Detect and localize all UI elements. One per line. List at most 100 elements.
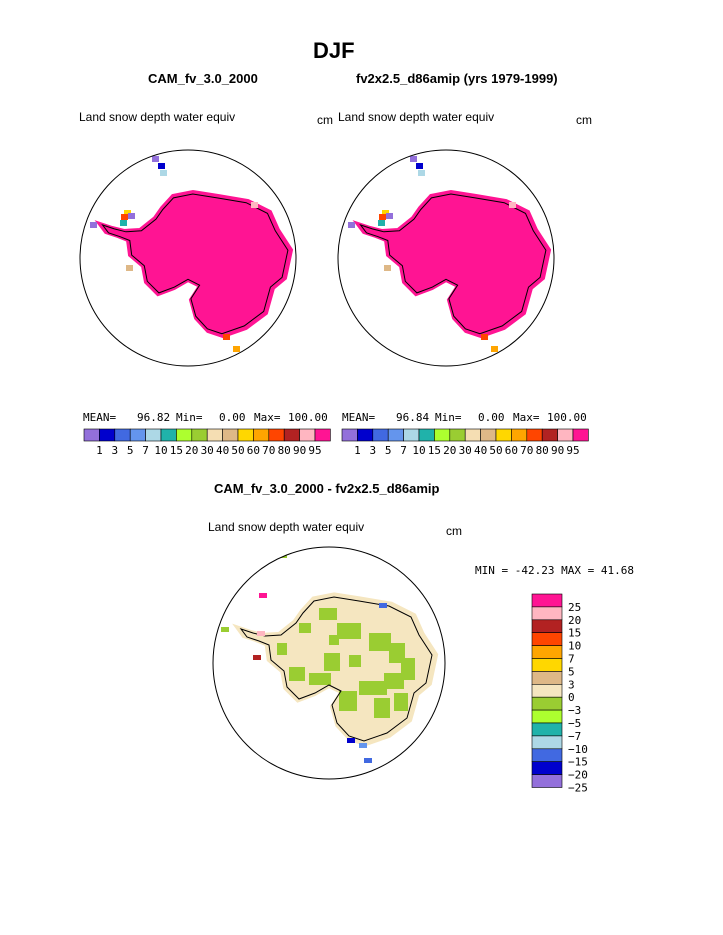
colorbar-box bbox=[268, 428, 285, 442]
colorbar-tick-label: 90 bbox=[551, 444, 564, 457]
colorbar-box bbox=[449, 428, 466, 442]
colorbar-tick-label: 10 bbox=[568, 640, 581, 653]
colorbar-box bbox=[531, 606, 563, 621]
right-min-value: 0.00 bbox=[478, 411, 505, 424]
grid-cell bbox=[339, 691, 357, 711]
left-max-label: Max= bbox=[254, 411, 281, 424]
colorbar-tick-label: 40 bbox=[216, 444, 229, 457]
colorbar-box bbox=[176, 428, 193, 442]
grid-cell bbox=[160, 170, 167, 176]
grid-cell bbox=[394, 693, 408, 711]
colorbar-box bbox=[531, 774, 563, 788]
colorbar-tick-label: 10 bbox=[154, 444, 167, 457]
grid-cell bbox=[418, 170, 425, 176]
antarctica-coastline bbox=[239, 596, 433, 742]
grid-cell bbox=[152, 156, 159, 162]
colorbar-tick-label: 80 bbox=[278, 444, 291, 457]
map-clip-group bbox=[348, 156, 552, 352]
grid-cell bbox=[349, 655, 361, 667]
colorbar-tick-label: 90 bbox=[293, 444, 306, 457]
left-map bbox=[79, 149, 297, 367]
grid-cell bbox=[128, 213, 135, 219]
left-units-label: cm bbox=[317, 113, 333, 127]
grid-cell bbox=[374, 698, 390, 718]
colorbar-box bbox=[83, 428, 100, 442]
grid-cell bbox=[401, 658, 415, 680]
colorbar-box bbox=[129, 428, 146, 442]
grid-cell bbox=[319, 608, 337, 620]
colorbar-tick-label: −7 bbox=[568, 730, 581, 743]
grid-cell bbox=[131, 238, 138, 244]
grid-cell bbox=[277, 643, 287, 655]
colorbar-box bbox=[253, 428, 270, 442]
grid-cell bbox=[378, 220, 385, 226]
map-clip-group bbox=[90, 156, 294, 352]
right-field-label: Land snow depth water equiv bbox=[338, 110, 495, 124]
colorbar-box bbox=[206, 428, 223, 442]
grid-cell bbox=[324, 653, 340, 671]
map-clip-group bbox=[221, 553, 439, 763]
colorbar-tick-label: 50 bbox=[231, 444, 244, 457]
right-units-label: cm bbox=[576, 113, 592, 127]
colorbar-tick-label: 95 bbox=[308, 444, 321, 457]
colorbar-box bbox=[314, 428, 331, 442]
colorbar-tick-label: 60 bbox=[247, 444, 260, 457]
colorbar-tick-label: −20 bbox=[568, 769, 588, 782]
right-min-label: Min= bbox=[435, 411, 462, 424]
colorbar-box bbox=[387, 428, 404, 442]
colorbar-tick-label: 5 bbox=[385, 444, 392, 457]
diff-units-label: cm bbox=[446, 524, 462, 538]
colorbar-box bbox=[372, 428, 389, 442]
grid-cell bbox=[251, 202, 258, 208]
colorbar-tick-label: 30 bbox=[201, 444, 214, 457]
right-mean-value: 96.84 bbox=[396, 411, 430, 424]
diff-map bbox=[212, 546, 446, 780]
colorbar-tick-label: 15 bbox=[568, 627, 581, 640]
grid-cell bbox=[121, 214, 128, 220]
colorbar-box bbox=[531, 761, 563, 775]
colorbar-box bbox=[531, 632, 563, 646]
grid-cell bbox=[379, 214, 386, 220]
colorbar-tick-label: 20 bbox=[568, 614, 581, 627]
colorbar-box bbox=[357, 428, 374, 442]
colorbar-tick-label: 5 bbox=[127, 444, 134, 457]
map-boundary-circle bbox=[212, 546, 446, 780]
colorbar-box bbox=[114, 428, 131, 442]
colorbar-tick-label: 0 bbox=[568, 691, 575, 704]
grid-cell bbox=[384, 265, 391, 271]
colorbar-box bbox=[541, 428, 558, 442]
colorbar-tick-label: 1 bbox=[96, 444, 103, 457]
colorbar-box bbox=[531, 735, 563, 750]
colorbar-tick-label: −3 bbox=[568, 704, 581, 717]
colorbar-box bbox=[511, 428, 528, 442]
grid-cell bbox=[299, 623, 311, 633]
main-title: DJF bbox=[313, 38, 355, 63]
grid-cell bbox=[221, 627, 229, 632]
right-colorbar: 1 3 5 7 10 15 20 30 40 50 60 70 80 90 95 bbox=[341, 428, 589, 457]
colorbar-tick-label: −15 bbox=[568, 756, 588, 769]
grid-cell bbox=[329, 635, 339, 645]
colorbar-tick-label: 30 bbox=[459, 444, 472, 457]
colorbar-box bbox=[531, 671, 563, 685]
grid-cell bbox=[410, 156, 417, 162]
colorbar-tick-label: 1 bbox=[354, 444, 361, 457]
left-max-value: 100.00 bbox=[288, 411, 328, 424]
colorbar-tick-label: 70 bbox=[520, 444, 533, 457]
right-map bbox=[337, 149, 555, 367]
left-panel-title: CAM_fv_3.0_2000 bbox=[148, 71, 258, 86]
grid-cell bbox=[481, 334, 488, 340]
colorbar-tick-label: 3 bbox=[568, 678, 575, 691]
grid-cell bbox=[389, 238, 396, 244]
colorbar-tick-label: 70 bbox=[262, 444, 275, 457]
colorbar-box bbox=[145, 428, 162, 442]
grid-cell bbox=[233, 346, 240, 352]
colorbar-tick-label: 80 bbox=[536, 444, 549, 457]
colorbar-tick-label: 50 bbox=[489, 444, 502, 457]
right-max-value: 100.00 bbox=[547, 411, 587, 424]
colorbar-tick-label: −5 bbox=[568, 717, 581, 730]
grid-cell bbox=[289, 667, 305, 681]
grid-cell bbox=[384, 673, 404, 689]
right-panel-title: fv2x2.5_d86amip (yrs 1979-1999) bbox=[356, 71, 558, 86]
grid-cell bbox=[359, 681, 387, 695]
